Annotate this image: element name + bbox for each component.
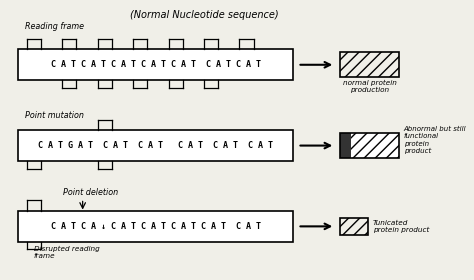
Bar	[340, 218, 368, 235]
Text: C A T C A T C A T C A T C A T  C A T C A T: C A T C A T C A T C A T C A T C A T C A …	[51, 60, 261, 69]
Text: Point deletion: Point deletion	[63, 188, 118, 197]
Text: Abnormal but still
functional
protein
product: Abnormal but still functional protein pr…	[404, 126, 466, 154]
Bar	[351, 133, 400, 158]
Text: Tunicated
protein product: Tunicated protein product	[373, 220, 429, 233]
Bar	[340, 133, 400, 158]
Text: Reading frame: Reading frame	[25, 22, 84, 31]
Bar	[340, 133, 400, 158]
Bar	[18, 211, 293, 242]
Bar	[18, 50, 293, 80]
Text: C A T G A T  C A T  C A T   C A T  C A T  C A T: C A T G A T C A T C A T C A T C A T C A …	[38, 141, 273, 150]
Text: Disrupted reading
frame: Disrupted reading frame	[34, 246, 100, 259]
Text: Point mutation: Point mutation	[25, 111, 84, 120]
Text: C A T C A ↓ C A T C A T C A T C A T  C A T: C A T C A ↓ C A T C A T C A T C A T C A …	[51, 222, 261, 231]
Bar	[340, 133, 351, 158]
Bar	[18, 130, 293, 161]
Text: (Normal Nucleotide sequence): (Normal Nucleotide sequence)	[130, 10, 279, 20]
Bar	[340, 52, 400, 77]
Text: normal protein
production: normal protein production	[343, 80, 396, 93]
